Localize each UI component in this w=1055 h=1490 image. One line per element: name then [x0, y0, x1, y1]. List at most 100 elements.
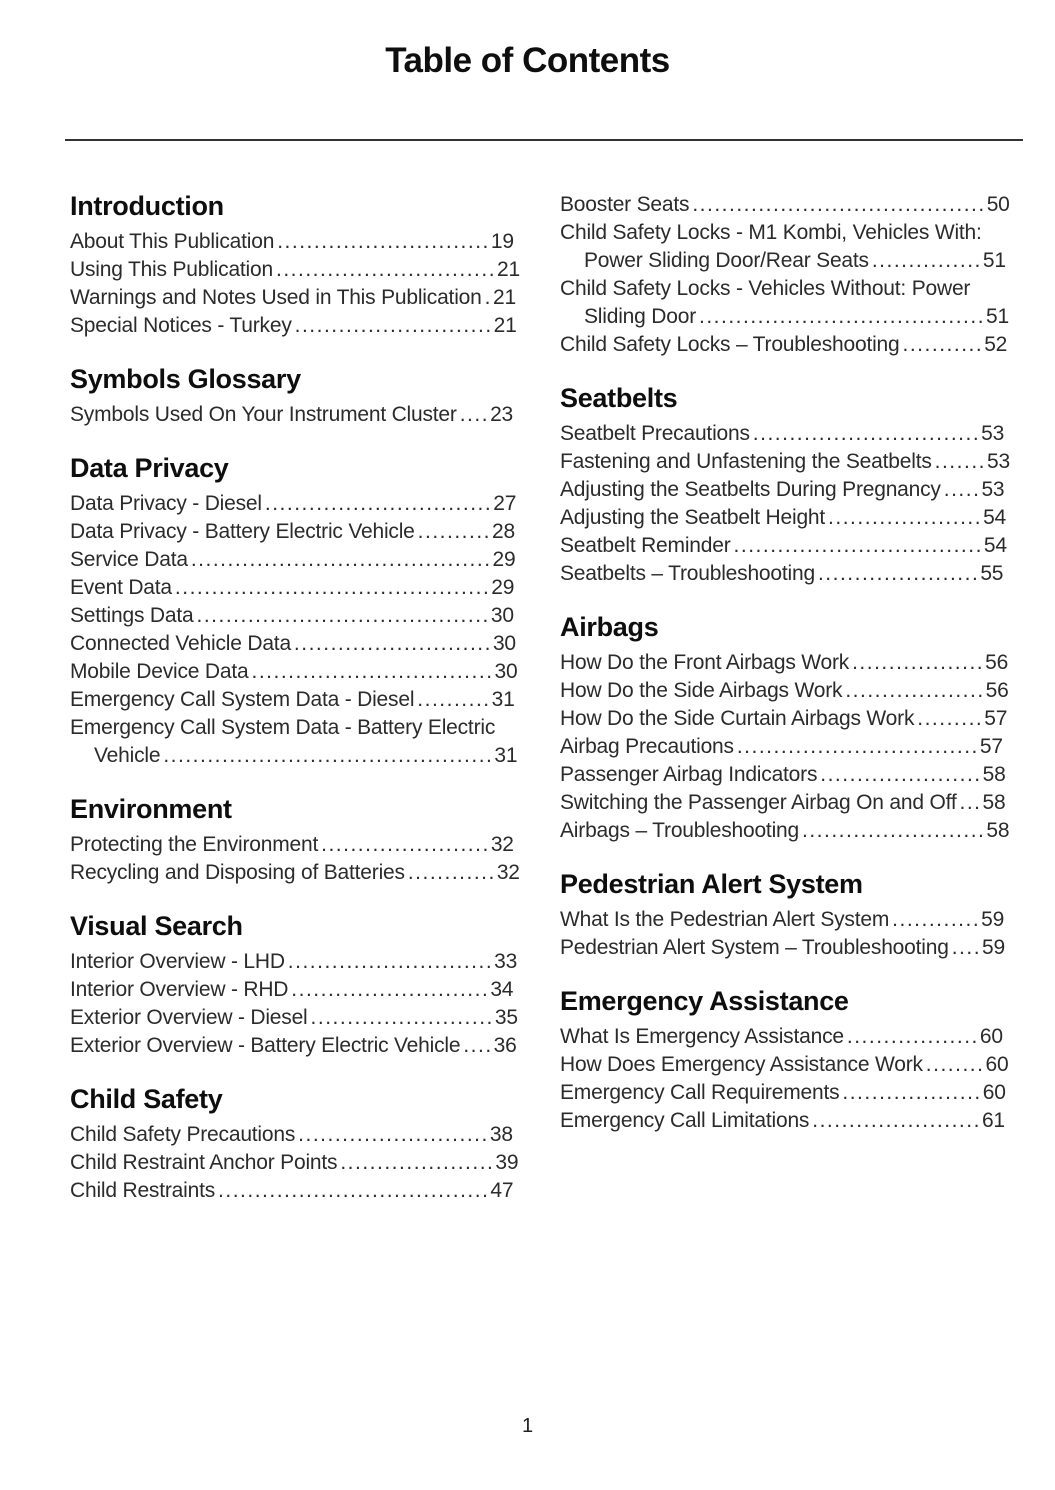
entry-leader-dots: .......................: [812, 1108, 981, 1132]
entry-leader-dots: ..................: [852, 650, 985, 674]
toc-entry: Using This Publication..................…: [70, 256, 520, 284]
entry-leader-dots: ............: [892, 907, 981, 931]
entry-page-number: 27: [493, 491, 517, 515]
entry-page-number: 34: [490, 977, 514, 1001]
entry-leader-dots: .....................: [828, 505, 983, 529]
entry-page-number: 59: [982, 935, 1006, 959]
section-heading: Visual Search: [70, 910, 243, 941]
entry-leader-dots: ........................................…: [190, 547, 492, 571]
entry-leader-dots: ...........................: [291, 977, 490, 1001]
section-heading: Pedestrian Alert System: [560, 868, 863, 899]
entry-page-number: 57: [979, 734, 1003, 758]
toc-entry: Child Restraints........................…: [70, 1177, 520, 1205]
entry-page-number: 23: [490, 402, 514, 426]
title-divider: [65, 139, 1023, 141]
entry-leader-dots: ...: [959, 790, 982, 814]
entry-leader-dots: .....................: [340, 1150, 495, 1174]
entry-title: Exterior Overview - Battery Electric Veh…: [70, 1033, 461, 1057]
entry-page-number: 53: [981, 477, 1005, 501]
section-heading: Emergency Assistance: [560, 985, 849, 1016]
entry-page-number: 56: [985, 650, 1009, 674]
entry-page-number: 61: [981, 1108, 1005, 1132]
entry-title: Child Safety Locks - Vehicles Without: P…: [560, 276, 971, 328]
toc-entry: Seatbelt Reminder.......................…: [560, 532, 1010, 560]
toc-entry: Switching the Passenger Airbag On and Of…: [560, 789, 1010, 817]
toc-entry: Event Data..............................…: [70, 574, 520, 602]
entry-page-number: 60: [982, 1080, 1006, 1104]
toc-entry: What Is the Pedestrian Alert System.....…: [560, 906, 1010, 934]
toc-section: Airbags How Do the Front Airbags Work....…: [560, 612, 1010, 845]
entry-title: Child Safety Locks – Troubleshooting: [560, 332, 900, 356]
entry-title: Child Restraint Anchor Points: [70, 1150, 338, 1174]
toc-entry: Seatbelts – Troubleshooting.............…: [560, 560, 1010, 588]
entry-title: Recycling and Disposing of Batteries: [70, 860, 405, 884]
entry-leader-dots: .....................................: [218, 1178, 490, 1202]
entry-leader-dots: .........................: [802, 818, 986, 842]
entry-title: Emergency Call System Data - Battery Ele…: [70, 715, 496, 767]
entry-title: Adjusting the Seatbelts During Pregnancy: [560, 477, 941, 501]
entry-leader-dots: .......: [934, 449, 986, 473]
entry-leader-dots: ...........: [902, 332, 984, 356]
entry-title: Adjusting the Seatbelt Height: [560, 505, 826, 529]
entry-leader-dots: ......................: [820, 762, 982, 786]
entry-title: Data Privacy - Diesel: [70, 491, 262, 515]
toc-entry: Service Data............................…: [70, 546, 520, 574]
toc-section: Booster Seats...........................…: [560, 191, 1010, 359]
entry-title: How Do the Front Airbags Work: [560, 650, 850, 674]
entry-page-number: 35: [494, 1005, 518, 1029]
entry-page-number: 32: [496, 860, 520, 884]
toc-entry: Emergency Call System Data - Diesel.....…: [70, 686, 520, 714]
entry-leader-dots: ........................................: [692, 192, 986, 216]
toc-entry: How Do the Side Airbags Work............…: [560, 677, 1010, 705]
toc-body: Introduction About This Publication......…: [0, 95, 1055, 1205]
entry-title: Interior Overview - LHD: [70, 949, 285, 973]
entry-title: What Is Emergency Assistance: [560, 1024, 844, 1048]
entry-leader-dots: ..........: [417, 687, 491, 711]
entry-title: Emergency Call Limitations: [560, 1108, 810, 1132]
toc-entry: How Do the Side Curtain Airbags Work....…: [560, 705, 1010, 733]
toc-entry: Adjusting the Seatbelts During Pregnancy…: [560, 476, 1010, 504]
section-heading: Introduction: [70, 190, 224, 221]
toc-entry: Pedestrian Alert System – Troubleshootin…: [560, 934, 1010, 962]
toc-column-right: Booster Seats...........................…: [560, 191, 1010, 1205]
toc-entry: Connected Vehicle Data..................…: [70, 630, 520, 658]
entry-page-number: 21: [492, 285, 516, 309]
entry-title: How Does Emergency Assistance Work: [560, 1052, 923, 1076]
toc-entry: Exterior Overview - Diesel..............…: [70, 1004, 520, 1032]
entry-page-number: 31: [494, 743, 518, 767]
toc-section: Data Privacy Data Privacy - Diesel.......…: [70, 453, 520, 770]
entry-title: What Is the Pedestrian Alert System: [560, 907, 890, 931]
toc-entry: About This Publication..................…: [70, 228, 520, 256]
entry-title: Using This Publication: [70, 257, 273, 281]
entry-page-number: 52: [984, 332, 1008, 356]
entry-leader-dots: ..........: [417, 519, 492, 543]
toc-entry: Interior Overview - RHD.................…: [70, 976, 520, 1004]
entry-title: Airbag Precautions: [560, 734, 734, 758]
entry-title: Switching the Passenger Airbag On and Of…: [560, 790, 957, 814]
entry-leader-dots: ........: [925, 1052, 985, 1076]
toc-column-left: Introduction About This Publication......…: [70, 191, 520, 1205]
entry-leader-dots: .............................: [277, 229, 490, 253]
toc-entry: Protecting the Environment..............…: [70, 831, 520, 859]
entry-leader-dots: ............................: [287, 949, 494, 973]
toc-entry: Warnings and Notes Used in This Publicat…: [70, 284, 520, 312]
entry-page-number: 21: [493, 313, 517, 337]
entry-leader-dots: ...........................: [294, 313, 493, 337]
entry-leader-dots: .........................: [310, 1005, 494, 1029]
entry-title: Special Notices - Turkey: [70, 313, 292, 337]
entry-title: Event Data: [70, 575, 172, 599]
toc-section: Symbols Glossary Symbols Used On Your Ins…: [70, 364, 520, 429]
manual-toc-page: Table of Contents Introduction About This…: [0, 41, 1055, 1490]
entry-page-number: 53: [981, 421, 1005, 445]
entry-page-number: 56: [985, 678, 1009, 702]
entry-title: Exterior Overview - Diesel: [70, 1005, 308, 1029]
entry-page-number: 38: [489, 1122, 513, 1146]
toc-entry: Child Safety Locks - M1 Kombi, Vehicles …: [560, 219, 1010, 275]
entry-title: Symbols Used On Your Instrument Cluster: [70, 402, 457, 426]
entry-leader-dots: ...............................: [752, 421, 981, 445]
entry-page-number: 39: [495, 1150, 519, 1174]
entry-title: Emergency Call System Data - Diesel: [70, 687, 415, 711]
entry-leader-dots: ...................: [842, 1080, 982, 1104]
toc-entry: Child Safety Precautions................…: [70, 1121, 520, 1149]
entry-page-number: 30: [492, 631, 516, 655]
